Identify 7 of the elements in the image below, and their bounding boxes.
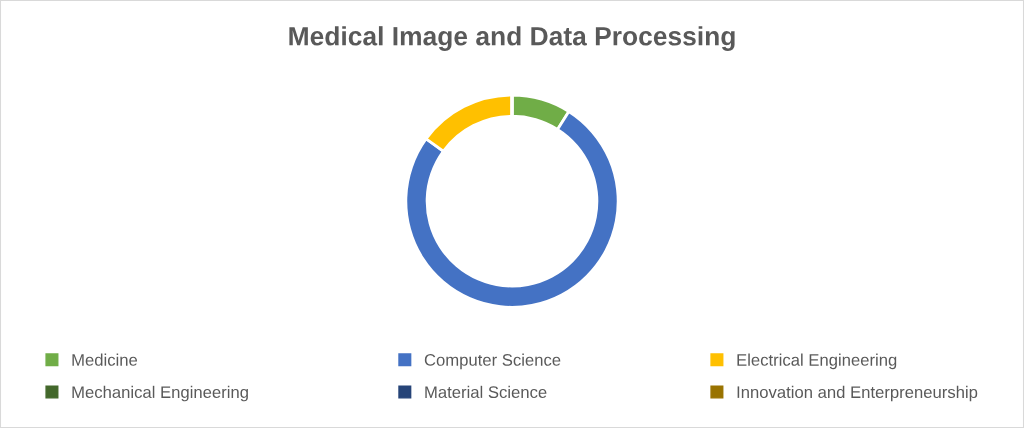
- legend-label: Electrical Engineering: [737, 353, 897, 370]
- legend-label: Medicine: [72, 353, 138, 366]
- legend-label: Computer Science: [424, 353, 561, 370]
- legend-label: Material Science: [425, 385, 547, 399]
- legend-label: Innovation and Enterpreneurship: [737, 385, 978, 402]
- legend-label: Mechanical Engineering: [72, 385, 248, 402]
- chart-title: Medical Image and Data Processing: [289, 26, 735, 51]
